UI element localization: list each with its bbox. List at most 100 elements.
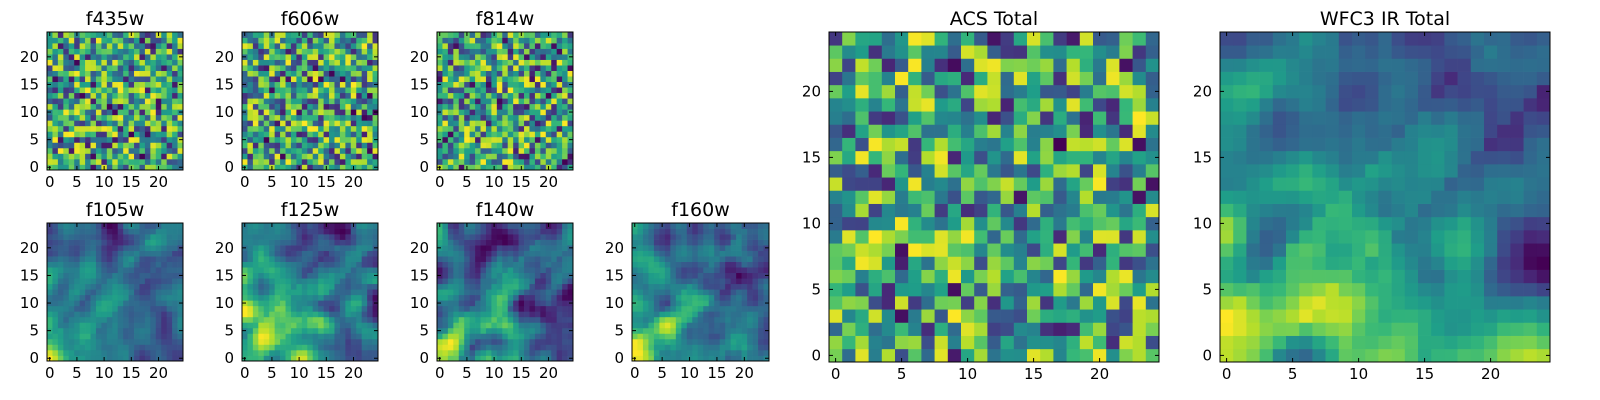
heatmap-cell	[453, 333, 460, 340]
heatmap-cell	[507, 272, 514, 279]
heatmap-cell	[480, 294, 487, 301]
heatmap-cell	[719, 305, 726, 312]
heatmap-cell	[285, 278, 292, 285]
heatmap-cell	[166, 81, 173, 88]
heatmap-cell	[247, 32, 254, 38]
heatmap-cell	[513, 250, 519, 257]
heatmap-cell	[258, 239, 265, 246]
heatmap-cell	[518, 87, 525, 94]
heatmap-cell	[747, 234, 753, 240]
heatmap-cell	[747, 261, 753, 268]
heatmap-cell	[269, 327, 275, 334]
heatmap-cell	[551, 164, 558, 171]
heatmap-cell	[274, 267, 281, 274]
heatmap-cell	[719, 223, 726, 229]
heatmap-cell	[741, 261, 748, 268]
heatmap-cell	[974, 216, 988, 231]
heatmap-cell	[85, 344, 91, 351]
heatmap-cell	[480, 283, 487, 290]
heatmap-cell	[57, 43, 64, 49]
heatmap-cell	[469, 344, 476, 351]
heatmap-cell	[150, 65, 157, 71]
heatmap-cell	[442, 37, 449, 44]
heatmap-cell	[106, 81, 113, 88]
heatmap-cell	[68, 333, 75, 340]
heatmap-cell	[68, 59, 75, 66]
heatmap-cell	[280, 333, 286, 340]
heatmap-cell	[719, 344, 726, 351]
heatmap-cell	[529, 136, 536, 143]
heatmap-cell	[361, 250, 368, 257]
heatmap-cell	[540, 81, 547, 88]
heatmap-cell	[675, 267, 682, 274]
heatmap-cell	[670, 316, 677, 323]
heatmap-cell	[934, 348, 949, 363]
heatmap-cell	[829, 190, 843, 204]
heatmap-cell	[258, 59, 265, 66]
heatmap-cell	[692, 223, 699, 229]
heatmap-cell	[177, 48, 184, 55]
heatmap-cell	[161, 344, 168, 351]
heatmap-cell	[280, 92, 286, 99]
heatmap-cell	[356, 283, 363, 290]
heatmap-cell	[480, 338, 487, 345]
heatmap-cell	[1040, 296, 1054, 310]
heatmap-cell	[296, 316, 303, 323]
heatmap-cell	[437, 333, 443, 340]
heatmap-cell	[85, 114, 91, 121]
heatmap-cell	[57, 54, 64, 60]
heatmap-cell	[269, 114, 275, 121]
heatmap-cell	[177, 234, 184, 240]
heatmap-cell	[1027, 230, 1041, 244]
heatmap-cell	[642, 327, 649, 334]
heatmap-cell	[524, 147, 530, 154]
heatmap-cell	[437, 48, 443, 55]
heatmap-cell	[307, 344, 314, 351]
heatmap-cell	[719, 272, 726, 279]
heatmap-cell	[177, 289, 184, 296]
heatmap-cell	[437, 43, 443, 49]
heatmap-cell	[469, 272, 476, 279]
heatmap-cell	[469, 59, 476, 66]
heatmap-cell	[134, 327, 140, 334]
heatmap-cell	[117, 316, 124, 323]
heatmap-cell	[285, 103, 292, 110]
heatmap-cell	[642, 278, 649, 285]
heatmap-cell	[155, 43, 162, 49]
heatmap-cell	[90, 327, 97, 334]
heatmap-cell	[161, 43, 168, 49]
heatmap-cell	[562, 153, 568, 160]
heatmap-cell	[252, 98, 259, 105]
heatmap-cell	[842, 216, 856, 231]
heatmap-cell	[442, 261, 449, 268]
heatmap-cell	[68, 283, 75, 290]
heatmap-cell	[1013, 243, 1028, 257]
heatmap-cell	[507, 136, 514, 143]
heatmap-cell	[123, 327, 129, 334]
heatmap-cell	[79, 278, 86, 285]
heatmap-cell	[1106, 190, 1120, 204]
heatmap-cell	[567, 65, 574, 71]
heatmap-cell	[258, 344, 265, 351]
heatmap-cell	[502, 338, 509, 345]
heatmap-cell	[524, 48, 530, 55]
heatmap-cell	[128, 153, 135, 160]
heatmap-cell	[730, 239, 737, 246]
heatmap-cell	[442, 311, 449, 318]
heatmap-cell	[57, 114, 64, 121]
heatmap-cell	[524, 120, 530, 127]
heatmap-cell	[285, 147, 292, 154]
heatmap-cell	[90, 32, 97, 38]
heatmap-cell	[128, 338, 135, 345]
heatmap-cell	[101, 250, 108, 257]
heatmap-cell	[296, 327, 303, 334]
heatmap-cell	[908, 177, 922, 191]
heatmap-cell	[540, 136, 547, 143]
heatmap-cell	[741, 250, 748, 257]
heatmap-cell	[475, 283, 481, 290]
heatmap-cell	[172, 294, 178, 301]
heatmap-cell	[52, 239, 59, 246]
heatmap-cell	[947, 282, 962, 297]
heatmap-cell	[692, 311, 699, 318]
heatmap-cell	[134, 114, 140, 121]
